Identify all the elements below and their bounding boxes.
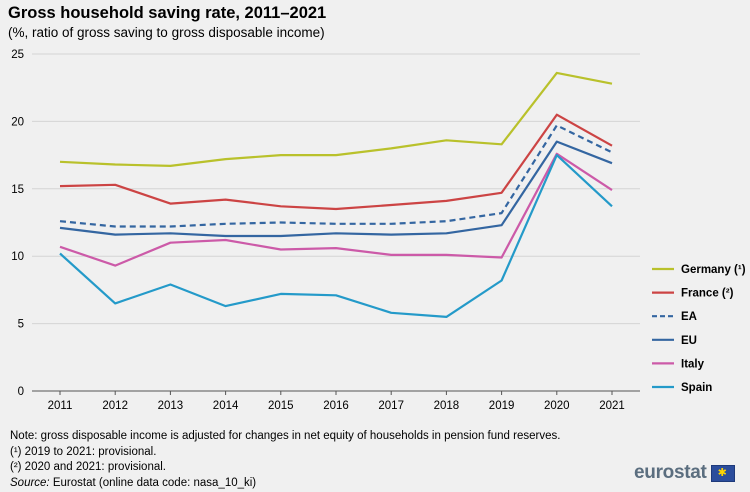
x-tick-label: 2020 <box>544 400 570 412</box>
eu-flag-icon: ✱ <box>710 464 735 482</box>
series-line-germany <box>59 71 613 167</box>
legend-label-spain: Spain <box>681 382 712 394</box>
x-tick-label: 2019 <box>489 400 515 412</box>
series <box>59 71 613 318</box>
x-tick-label: 2016 <box>323 400 349 412</box>
y-tick-label: 10 <box>11 251 24 263</box>
legend-label-france: France (²) <box>681 288 734 300</box>
y-tick-label: 0 <box>18 386 24 398</box>
source-label: Source: <box>10 476 50 489</box>
chart-title: Gross household saving rate, 2011–2021 <box>8 4 327 22</box>
legend-label-eu: EU <box>681 335 697 347</box>
axes: 0 5 10 15 20 25 2011 2012 2013 2014 2015 2016 2017 20… <box>11 49 640 412</box>
legend: Germany (¹) France (²) EA EU Italy Spain <box>652 264 746 394</box>
x-tick-label: 2015 <box>268 400 294 412</box>
chart-subtitle: (%, ratio of gross saving to gross dispo… <box>8 25 325 40</box>
footnote-1: (¹) 2019 to 2021: provisional. <box>10 445 157 458</box>
source-text: Eurostat (online data code: nasa_10_ki) <box>49 476 257 489</box>
x-tick-label: 2013 <box>158 400 184 412</box>
series-line-france <box>59 113 613 211</box>
legend-label-ea: EA <box>681 311 697 323</box>
legend-label-italy: Italy <box>681 358 705 370</box>
x-tick-label: 2018 <box>434 400 460 412</box>
series-line-eu <box>59 140 613 238</box>
y-tick-label: 15 <box>11 184 24 196</box>
series-line-italy <box>59 152 613 267</box>
y-tick-label: 5 <box>18 319 24 331</box>
x-tick-label: 2014 <box>213 400 239 412</box>
eurostat-logo: eurostat ✱ <box>634 462 735 484</box>
line-chart: 0 5 10 15 20 25 2011 2012 2013 2014 2015 2016 2017 20… <box>11 49 746 412</box>
logo-text: eurostat <box>634 462 707 483</box>
chart-notes: Note: gross disposable income is adjuste… <box>10 429 560 491</box>
y-tick-label: 20 <box>11 116 24 128</box>
legend-label-germany: Germany (¹) <box>681 264 746 276</box>
source-line: Source: Eurostat (online data code: nasa… <box>10 476 560 492</box>
series-line-spain <box>59 154 613 318</box>
grid <box>32 53 640 325</box>
x-tick-label: 2012 <box>102 400 128 412</box>
x-tick-label: 2011 <box>48 400 73 412</box>
x-tick-label: 2021 <box>599 400 625 412</box>
y-tick-label: 25 <box>11 49 24 61</box>
footnote-2: (²) 2020 and 2021: provisional. <box>10 461 166 474</box>
x-tick-label: 2017 <box>378 400 404 412</box>
note-line: Note: gross disposable income is adjuste… <box>10 430 561 442</box>
series-line-ea <box>59 124 613 228</box>
